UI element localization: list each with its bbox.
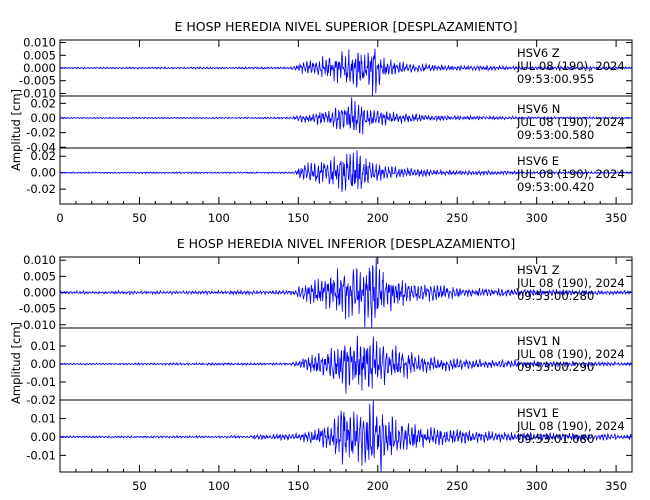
y-tick-label: 0.010 xyxy=(23,253,56,267)
waveform-HSV6-N xyxy=(59,97,633,135)
trace-time-label: 09:53:00.955 xyxy=(517,72,594,86)
trace-time-label: 09:53:00.280 xyxy=(517,289,594,303)
waveform-HSV6-E xyxy=(59,150,633,193)
y-tick-label: 0.00 xyxy=(30,166,56,180)
y-tick-label: 0.00 xyxy=(30,357,56,371)
trace-station-label: HSV1 E xyxy=(517,406,559,420)
trace-station-label: HSV6 E xyxy=(517,154,559,168)
y-tick-label: 0.00 xyxy=(30,430,56,444)
trace-time-label: 09:53:01.080 xyxy=(517,432,594,446)
y-tick-label: -0.02 xyxy=(26,182,56,196)
y-tick-label: -0.02 xyxy=(26,126,56,140)
x-tick-label: 350 xyxy=(605,479,627,493)
y-tick-label: -0.005 xyxy=(19,302,56,316)
y-tick-label: -0.02 xyxy=(26,393,56,407)
x-tick-label: 250 xyxy=(446,479,468,493)
y-axis-label-upper: Amplitud [cm] xyxy=(9,89,23,171)
y-tick-label: 0.000 xyxy=(23,61,56,75)
y-tick-label: -0.01 xyxy=(26,448,56,462)
trace-time-label: 09:53:00.580 xyxy=(517,128,594,142)
y-tick-label: 0.010 xyxy=(23,36,56,50)
trace-time-label: 09:53:00.290 xyxy=(517,360,594,374)
y-tick-label: -0.010 xyxy=(19,86,56,100)
trace-date-label: JUL 08 (190), 2024 xyxy=(516,167,625,181)
x-axis-0: 0 50 100 150 200 250 300 350 xyxy=(56,40,627,225)
waveform-HSV1-Z xyxy=(59,256,633,329)
waveform-HSV6-Z xyxy=(59,48,633,97)
trace-station-label: HSV6 Z xyxy=(517,46,560,60)
y-tick-label: -0.01 xyxy=(26,375,56,389)
x-tick-label: 100 xyxy=(208,211,230,225)
y-tick-label: -0.04 xyxy=(26,140,56,154)
panel-frame xyxy=(59,147,633,205)
x-tick-label: 0 xyxy=(56,211,63,225)
trace-date-label: JUL 08 (190), 2024 xyxy=(516,347,625,361)
x-tick-label: 300 xyxy=(526,211,548,225)
waveform-HSV1-E xyxy=(59,399,633,473)
y-tick-label: 0.01 xyxy=(30,339,56,353)
trace-station-label: HSV1 N xyxy=(517,334,560,348)
x-tick-label: 150 xyxy=(287,479,309,493)
y-tick-label: 0.01 xyxy=(30,411,56,425)
y-tick-label: 0.000 xyxy=(23,286,56,300)
y-tick-label: 0.00 xyxy=(30,111,56,125)
waveform-HSV1-N xyxy=(59,335,633,394)
x-tick-label: 250 xyxy=(446,211,468,225)
x-tick-label: 300 xyxy=(526,479,548,493)
y-tick-label: 0.005 xyxy=(23,269,56,283)
x-tick-label: 350 xyxy=(605,211,627,225)
y-tick-label: 0.005 xyxy=(23,48,56,62)
y-tick-label: 0.02 xyxy=(30,96,56,110)
trace-time-label: 09:53:00.420 xyxy=(517,180,594,194)
chart-title-lower: E HOSP HEREDIA NIVEL INFERIOR [DESPLAZAM… xyxy=(177,236,516,251)
trace-station-label: HSV6 N xyxy=(517,102,560,116)
panel-frame xyxy=(59,399,633,473)
trace-date-label: JUL 08 (190), 2024 xyxy=(516,59,625,73)
x-tick-label: 50 xyxy=(132,479,147,493)
x-tick-label: 50 xyxy=(132,211,147,225)
y-tick-label: -0.005 xyxy=(19,74,56,88)
trace-station-label: HSV1 Z xyxy=(517,263,560,277)
trace-date-label: JUL 08 (190), 2024 xyxy=(516,419,625,433)
x-tick-label: 150 xyxy=(287,211,309,225)
x-tick-label: 100 xyxy=(208,479,230,493)
trace-date-label: JUL 08 (190), 2024 xyxy=(516,115,625,129)
y-axis-label-lower: Amplitud [cm] xyxy=(9,322,23,404)
y-tick-label: -0.010 xyxy=(19,318,56,332)
chart-title-upper: E HOSP HEREDIA NIVEL SUPERIOR [DESPLAZAM… xyxy=(175,19,518,34)
trace-date-label: JUL 08 (190), 2024 xyxy=(516,276,625,290)
x-tick-label: 200 xyxy=(367,211,389,225)
x-tick-label: 200 xyxy=(367,479,389,493)
y-tick-label: 0.02 xyxy=(30,149,56,163)
